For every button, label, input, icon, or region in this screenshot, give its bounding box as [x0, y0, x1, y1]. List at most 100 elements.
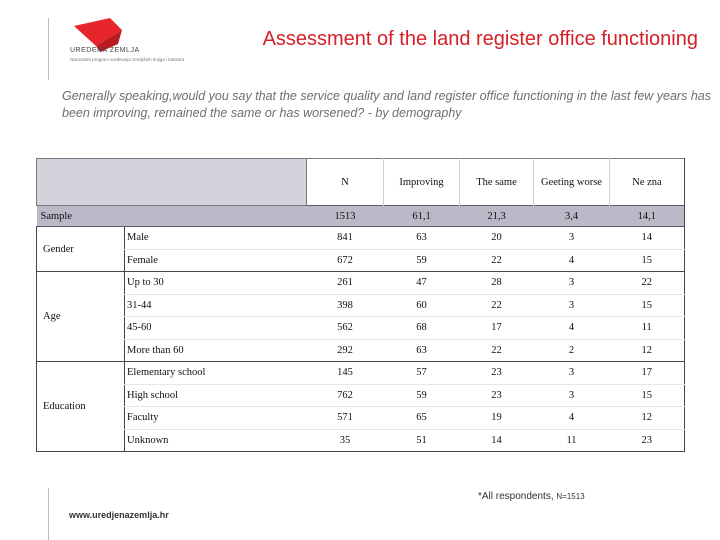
cell-value: 68	[383, 316, 460, 340]
cell-value: 59	[383, 384, 460, 407]
col-header-improving: Improving	[383, 158, 460, 206]
cell-value: 14	[609, 226, 685, 250]
cell-value: 3	[533, 361, 610, 385]
logo-text: UREDENA ZEMLJA	[70, 47, 140, 54]
table-row: More than 60 292 63 22 2 12	[37, 339, 685, 362]
row-label: 45-60	[124, 316, 307, 340]
cell-value: 51	[383, 429, 460, 452]
cell-value: 15	[609, 384, 685, 407]
cell-value: 23	[459, 361, 534, 385]
group-label: Gender	[36, 226, 125, 272]
cell-value: 3	[533, 226, 610, 250]
row-label: Male	[124, 226, 307, 250]
cell-value: 145	[306, 361, 384, 385]
sample-label: Sample	[36, 205, 307, 227]
cell-value: 12	[609, 339, 685, 362]
cell-value: 3	[533, 271, 610, 295]
header-blank-cell	[36, 158, 307, 206]
cell-value: 571	[306, 406, 384, 430]
table-row: 45-60 562 68 17 4 11	[37, 316, 685, 340]
cell-value: 292	[306, 339, 384, 362]
cell-value: 11	[533, 429, 610, 452]
sample-value: 1513	[306, 205, 384, 227]
cell-value: 22	[609, 271, 685, 295]
table-row: Gender Male 841 63 20 3 14	[36, 226, 685, 272]
table-header-row: N Improving The same Geeting worse Ne zn…	[36, 158, 685, 206]
table-row: Faculty 571 65 19 4 12	[37, 406, 685, 430]
cell-value: 398	[306, 294, 384, 317]
cell-value: 841	[306, 226, 384, 250]
sample-value: 3,4	[533, 205, 610, 227]
row-label: High school	[124, 384, 307, 407]
sample-value: 21,3	[459, 205, 534, 227]
cell-value: 19	[459, 406, 534, 430]
footnote-n: N=1513	[556, 492, 585, 501]
cell-value: 20	[459, 226, 534, 250]
cell-value: 11	[609, 316, 685, 340]
table-row: Education Elementary school 145 57 23 3 17	[36, 361, 685, 452]
question-text: Generally speaking,would you say that th…	[62, 89, 711, 120]
cell-value: 562	[306, 316, 384, 340]
cell-value: 672	[306, 249, 384, 272]
col-header-same: The same	[459, 158, 534, 206]
row-label: Up to 30	[124, 271, 307, 295]
footnote-main: *All respondents,	[478, 491, 554, 502]
sample-value: 61,1	[383, 205, 460, 227]
cell-value: 4	[533, 249, 610, 272]
row-label: 31-44	[124, 294, 307, 317]
cell-value: 17	[459, 316, 534, 340]
cell-value: 23	[609, 429, 685, 452]
cell-value: 762	[306, 384, 384, 407]
col-header-n: N	[306, 158, 384, 206]
cell-value: 47	[383, 271, 460, 295]
cell-value: 63	[383, 339, 460, 362]
cell-value: 22	[459, 249, 534, 272]
cell-value: 63	[383, 226, 460, 250]
cell-value: 14	[459, 429, 534, 452]
row-label: More than 60	[124, 339, 307, 362]
divider-line	[48, 18, 49, 80]
cell-value: 57	[383, 361, 460, 385]
row-label: Unknown	[124, 429, 307, 452]
cell-value: 35	[306, 429, 384, 452]
table-row: 31-44 398 60 22 3 15	[37, 294, 685, 317]
logo-subtext: Nacionalni program sređivanja zemljišnih…	[70, 57, 185, 62]
group-label: Education	[36, 361, 125, 452]
group-label: Age	[36, 271, 125, 362]
cell-value: 15	[609, 249, 685, 272]
logo-icon	[74, 18, 122, 52]
cell-value: 261	[306, 271, 384, 295]
cell-value: 60	[383, 294, 460, 317]
table-row: High school 762 59 23 3 15	[37, 384, 685, 407]
cell-value: 28	[459, 271, 534, 295]
cell-value: 23	[459, 384, 534, 407]
sample-row: Sample 1513 61,1 21,3 3,4 14,1	[36, 205, 685, 227]
table-row: Female 672 59 22 4 15	[37, 249, 685, 272]
table-row: Unknown 35 51 14 11 23	[37, 429, 685, 452]
row-label: Faculty	[124, 406, 307, 430]
row-label: Female	[124, 249, 307, 272]
col-header-worse: Geeting worse	[533, 158, 610, 206]
table-body: Gender Male 841 63 20 3 14 Female 672 59 22 4 15 Age U…	[36, 226, 685, 452]
cell-value: 4	[533, 406, 610, 430]
footnote: *All respondents, N=1513	[478, 491, 585, 502]
row-label: Elementary school	[124, 361, 307, 385]
cell-value: 3	[533, 294, 610, 317]
table-row: Age Up to 30 261 47 28 3 22	[36, 271, 685, 362]
cell-value: 22	[459, 294, 534, 317]
footer-url: www.uredjenazemlja.hr	[69, 510, 169, 520]
cell-value: 12	[609, 406, 685, 430]
page-title: Assessment of the land register office f…	[262, 28, 698, 50]
col-header-dont-know: Ne zna	[609, 158, 685, 206]
results-table: N Improving The same Geeting worse Ne zn…	[36, 158, 685, 452]
divider-line	[48, 488, 49, 540]
cell-value: 22	[459, 339, 534, 362]
cell-value: 15	[609, 294, 685, 317]
cell-value: 59	[383, 249, 460, 272]
cell-value: 3	[533, 384, 610, 407]
cell-value: 65	[383, 406, 460, 430]
cell-value: 17	[609, 361, 685, 385]
cell-value: 4	[533, 316, 610, 340]
sample-value: 14,1	[609, 205, 685, 227]
cell-value: 2	[533, 339, 610, 362]
